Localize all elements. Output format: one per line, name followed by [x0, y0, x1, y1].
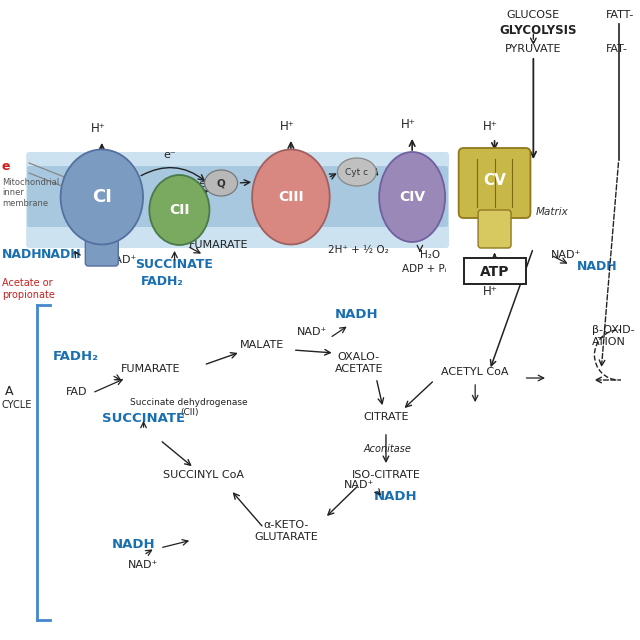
Text: CYCLE: CYCLE: [2, 400, 32, 410]
Ellipse shape: [61, 150, 143, 244]
Text: NADH: NADH: [112, 538, 156, 551]
Text: Acetate or
propionate: Acetate or propionate: [2, 278, 55, 300]
Ellipse shape: [252, 150, 330, 244]
Text: NAD⁺: NAD⁺: [129, 560, 159, 570]
Text: CV: CV: [483, 173, 506, 188]
Text: CITRATE: CITRATE: [364, 412, 409, 422]
FancyBboxPatch shape: [27, 166, 448, 227]
FancyBboxPatch shape: [85, 232, 118, 266]
Text: FATT-: FATT-: [606, 10, 634, 20]
Text: FADH₂: FADH₂: [52, 350, 99, 363]
Text: CI: CI: [92, 188, 112, 206]
Text: NAD⁺: NAD⁺: [107, 255, 137, 265]
Text: GLYCOLYSIS: GLYCOLYSIS: [499, 24, 577, 37]
Text: A: A: [5, 385, 13, 398]
Text: OXALO-
ACETATE: OXALO- ACETATE: [335, 352, 383, 374]
FancyBboxPatch shape: [459, 148, 531, 218]
Text: FAD: FAD: [66, 387, 88, 397]
Text: NAD⁺: NAD⁺: [297, 327, 328, 337]
Text: H⁺: H⁺: [280, 120, 294, 133]
Text: Mitochondrial
inner
membrane: Mitochondrial inner membrane: [2, 178, 59, 208]
Text: NADH: NADH: [335, 308, 379, 321]
Text: NADH: NADH: [2, 248, 43, 261]
Text: MALATE: MALATE: [240, 340, 284, 350]
Text: H⁺: H⁺: [90, 122, 106, 135]
Ellipse shape: [149, 175, 209, 245]
Text: 2H⁺ + ½ O₂: 2H⁺ + ½ O₂: [328, 245, 389, 255]
Ellipse shape: [205, 170, 237, 196]
Text: Cyt c: Cyt c: [346, 168, 369, 177]
Text: FUMARATE: FUMARATE: [120, 364, 180, 374]
Text: α-KETO-
GLUTARATE: α-KETO- GLUTARATE: [254, 520, 318, 541]
Text: β-OXID-
ATION: β-OXID- ATION: [591, 325, 634, 347]
Text: NADH: NADH: [41, 248, 81, 261]
Text: SUCCINYL CoA: SUCCINYL CoA: [163, 470, 244, 480]
Text: ACETYL CoA: ACETYL CoA: [442, 367, 509, 377]
Text: NADH: NADH: [577, 260, 618, 273]
Text: ADP + Pᵢ: ADP + Pᵢ: [403, 264, 447, 274]
Ellipse shape: [379, 152, 445, 242]
Text: ATP: ATP: [480, 265, 509, 279]
Text: PYRUVATE: PYRUVATE: [505, 44, 561, 54]
Text: NAD⁺: NAD⁺: [344, 480, 374, 490]
FancyBboxPatch shape: [463, 258, 525, 284]
Text: CIV: CIV: [399, 190, 425, 204]
Text: CII: CII: [169, 203, 189, 217]
Text: Aconitase: Aconitase: [364, 444, 412, 454]
Text: H⁺: H⁺: [401, 118, 416, 131]
Text: e⁻: e⁻: [199, 179, 212, 189]
Text: e: e: [2, 160, 10, 173]
Text: NADH: NADH: [374, 490, 417, 503]
Text: e⁻: e⁻: [163, 150, 175, 160]
Text: ISO-CITRATE: ISO-CITRATE: [351, 470, 420, 480]
Text: NAD⁺: NAD⁺: [551, 250, 581, 260]
Text: CIII: CIII: [278, 190, 304, 204]
Text: Succinate dehydrogenase
(CII): Succinate dehydrogenase (CII): [131, 398, 248, 417]
FancyBboxPatch shape: [478, 210, 511, 248]
Text: H₂O: H₂O: [420, 250, 440, 260]
Text: H⁺: H⁺: [483, 120, 498, 133]
Text: FUMARATE: FUMARATE: [189, 240, 248, 250]
Text: SUCCINATE: SUCCINATE: [102, 412, 185, 425]
Text: Matrix: Matrix: [535, 207, 568, 217]
Text: H⁺: H⁺: [483, 285, 498, 298]
Text: FAT-: FAT-: [606, 44, 628, 54]
Text: FADH₂: FADH₂: [141, 275, 184, 288]
Text: SUCCINATE: SUCCINATE: [136, 258, 214, 271]
FancyBboxPatch shape: [26, 152, 449, 248]
Ellipse shape: [337, 158, 376, 186]
Text: Q: Q: [217, 178, 225, 188]
Text: GLUCOSE: GLUCOSE: [507, 10, 560, 20]
